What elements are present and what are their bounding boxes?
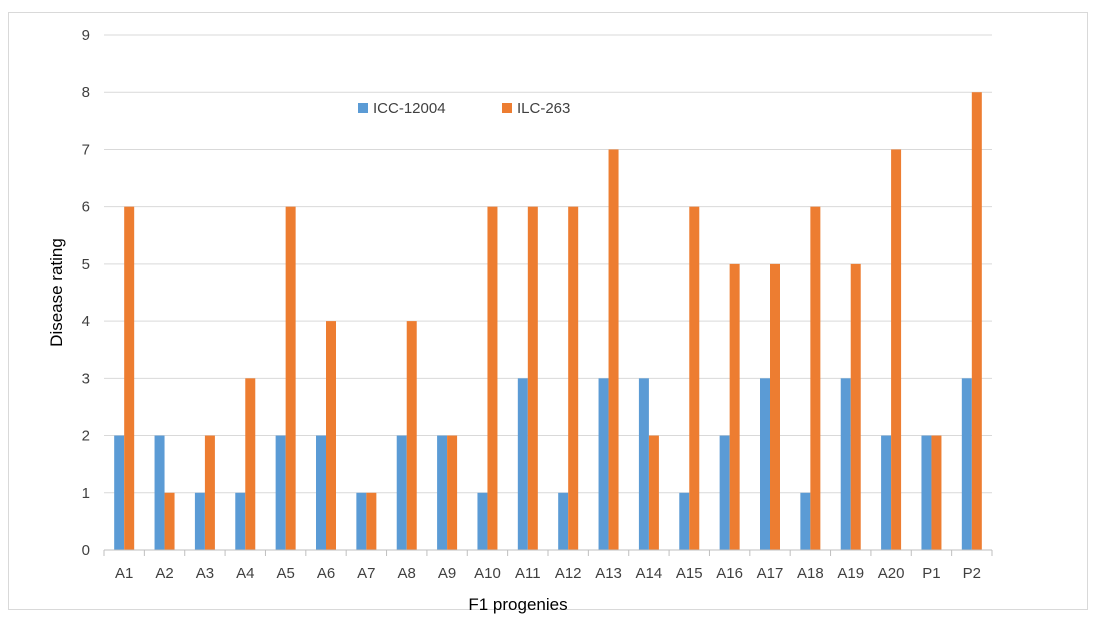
bar-ilc-263-a2: [164, 492, 175, 550]
x-tick-label: A1: [115, 565, 133, 582]
bar-icc-12004-a20: [881, 435, 892, 550]
x-axis-title: F1 progenies: [468, 595, 567, 614]
bar-ilc-263-a10: [487, 206, 498, 550]
bar-ilc-263-a17: [770, 263, 780, 550]
legend: ICC-12004 ILC-263: [358, 100, 570, 117]
x-tick-label: A6: [317, 565, 335, 582]
y-tick-label: 9: [82, 27, 90, 44]
bar-icc-12004-a9: [437, 435, 448, 550]
bar-icc-12004-a12: [558, 492, 569, 550]
bar-icc-12004-a17: [760, 378, 770, 550]
bar-ilc-263-a1: [124, 206, 135, 550]
x-tick-label: A12: [555, 565, 582, 582]
x-tick-label: A15: [676, 565, 703, 582]
x-tick-label: A3: [196, 565, 214, 582]
x-tick-label: A16: [716, 565, 743, 582]
x-tick-label: P1: [922, 565, 940, 582]
bar-icc-12004-a10: [477, 492, 488, 550]
x-tick-label: A5: [276, 565, 294, 582]
legend-swatch-ilc-263: [502, 103, 512, 113]
x-tick-label: A20: [878, 565, 905, 582]
bar-icc-12004-a2: [154, 435, 165, 550]
y-tick-label: 4: [82, 313, 90, 330]
bar-icc-12004-a3: [194, 492, 205, 550]
bar-icc-12004-a13: [598, 378, 609, 550]
bar-ilc-263-a12: [568, 206, 579, 550]
legend-swatch-icc-12004: [358, 103, 368, 113]
bar-ilc-263-p1: [931, 435, 942, 550]
y-tick-label: 7: [82, 141, 90, 158]
legend-label-ilc-263: ILC-263: [517, 100, 570, 117]
bar-icc-12004-a16: [719, 435, 730, 550]
x-tick-label: A9: [438, 565, 456, 582]
bar-ilc-263-a4: [245, 378, 256, 550]
y-tick-label: 0: [82, 542, 90, 559]
bar-ilc-263-a15: [689, 206, 700, 550]
y-tick-label: 6: [82, 199, 90, 216]
bar-ilc-263-a8: [406, 321, 417, 550]
x-tick-label: P2: [963, 565, 981, 582]
bar-ilc-263-a9: [447, 435, 458, 550]
bar-icc-12004-a6: [316, 435, 326, 550]
bar-icc-12004-a8: [396, 435, 407, 550]
x-tick-label: A8: [398, 565, 416, 582]
bar-icc-12004-a19: [840, 378, 851, 550]
x-tick-label: A13: [595, 565, 622, 582]
bar-ilc-263-a5: [285, 206, 296, 550]
bar-ilc-263-p2: [971, 92, 982, 550]
x-tick-label: A19: [837, 565, 864, 582]
x-tick-label: A17: [757, 565, 784, 582]
bar-ilc-263-a20: [891, 149, 902, 550]
bars: [114, 92, 982, 550]
legend-label-icc-12004: ICC-12004: [373, 100, 446, 117]
bar-icc-12004-a4: [235, 492, 246, 550]
bar-ilc-263-a18: [810, 206, 821, 550]
x-tick-label: A7: [357, 565, 375, 582]
bar-icc-12004-p2: [961, 378, 972, 550]
bar-icc-12004-a18: [800, 492, 811, 550]
y-tick-label: 3: [82, 370, 90, 387]
y-tick-label: 2: [82, 428, 90, 445]
bar-ilc-263-a3: [204, 435, 215, 550]
bar-ilc-263-a14: [648, 435, 659, 550]
x-tick-label: A4: [236, 565, 254, 582]
y-tick-labels: 0 1 2 3 4 5 6 7 8 9: [82, 27, 90, 559]
x-tick-label: A11: [515, 565, 541, 582]
bar-ilc-263-a11: [527, 206, 538, 550]
bar-ilc-263-a7: [366, 492, 377, 550]
bar-icc-12004-p1: [921, 435, 932, 550]
x-tick-labels: A1 A2 A3 A4 A5 A6 A7 A8 A9 A10 A11 A12 A13 A14 A15 A16 A…: [103, 550, 993, 582]
y-tick-label: 1: [82, 485, 90, 502]
x-tick-label: A18: [797, 565, 824, 582]
bar-icc-12004-a5: [275, 435, 286, 550]
x-tick-label: A10: [474, 565, 501, 582]
bar-ilc-263-a19: [850, 263, 861, 550]
bar-icc-12004-a11: [517, 378, 528, 550]
x-tick-label: A14: [636, 565, 663, 582]
y-tick-label: 5: [82, 256, 90, 273]
bar-icc-12004-a14: [638, 378, 649, 550]
y-tick-label: 8: [82, 84, 90, 101]
x-tick-label: A2: [155, 565, 173, 582]
chart-frame: [8, 12, 1088, 610]
bar-icc-12004-a15: [679, 492, 690, 550]
bar-icc-12004-a7: [356, 492, 367, 550]
bar-ilc-263-a6: [326, 321, 336, 550]
bar-ilc-263-a13: [608, 149, 619, 550]
bar-ilc-263-a16: [729, 263, 740, 550]
y-axis-title: Disease rating: [47, 238, 66, 347]
bar-icc-12004-a1: [114, 435, 125, 550]
